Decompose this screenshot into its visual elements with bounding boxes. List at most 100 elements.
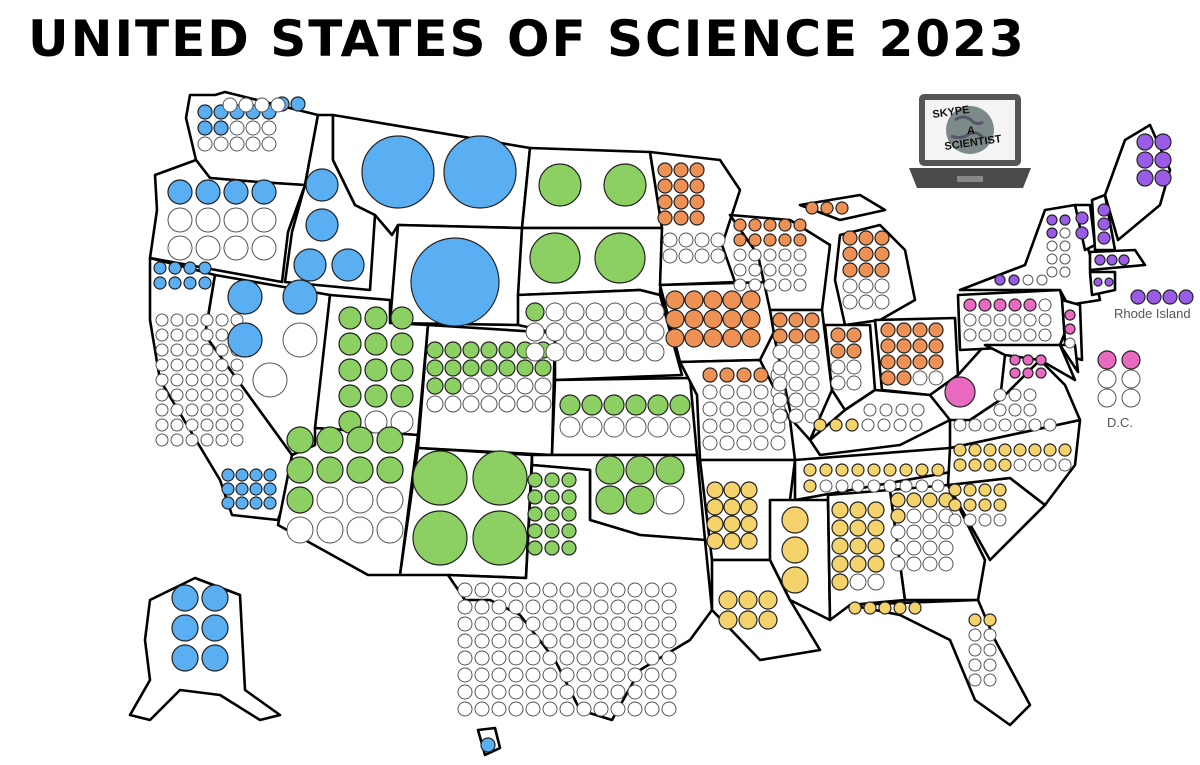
dot-texas — [491, 701, 507, 717]
dot-texas — [474, 599, 490, 615]
dot-north-carolina — [998, 443, 1012, 457]
dot-virginia — [993, 388, 1007, 402]
dot-missouri — [753, 435, 769, 451]
dot-texas — [491, 667, 507, 683]
dot-michigan — [842, 246, 858, 262]
dot-texas — [527, 506, 543, 522]
dot-tennessee — [819, 479, 833, 493]
dot-louisiana — [738, 590, 758, 610]
dot-colorado — [498, 395, 516, 413]
dot-washington — [222, 97, 238, 113]
dot-texas — [542, 616, 558, 632]
dot-minnesota — [657, 194, 673, 210]
dot-california — [155, 388, 169, 402]
dot-pennsylvania — [1038, 313, 1052, 327]
dot-nebraska — [625, 342, 645, 362]
dot-arkansas — [740, 515, 758, 533]
dot-georgia — [922, 524, 938, 540]
dot-illinois — [788, 392, 804, 408]
dot-texas — [525, 616, 541, 632]
dot-pennsylvania — [1008, 328, 1022, 342]
dot-texas — [661, 582, 677, 598]
dot-tennessee — [931, 479, 945, 493]
dot-pennsylvania — [978, 298, 992, 312]
dot-texas — [544, 540, 560, 556]
dot-washington — [197, 120, 213, 136]
dot-tennessee — [867, 463, 881, 477]
dot-minnesota — [689, 178, 705, 194]
dot-alabama — [867, 537, 885, 555]
dot-indiana — [846, 343, 862, 359]
dot-alaska — [201, 584, 229, 612]
dot-alabama — [867, 573, 885, 591]
dot-california — [230, 418, 244, 432]
dot-kansas — [559, 394, 581, 416]
dot-virginia — [1008, 403, 1022, 417]
dot-indiana — [830, 359, 846, 375]
dot-michigan — [842, 278, 858, 294]
dot-california — [215, 418, 229, 432]
dot-nevada — [282, 279, 318, 315]
dot-missouri — [702, 384, 718, 400]
dot-kentucky — [909, 418, 923, 432]
dot-wisconsin — [793, 218, 807, 232]
dot-oregon — [223, 235, 249, 261]
dot-ohio — [928, 370, 944, 386]
dot-texas — [627, 701, 643, 717]
state-maine — [1103, 123, 1172, 242]
dot-tennessee — [867, 479, 881, 493]
dot-kentucky — [829, 418, 843, 432]
dot-arizona — [376, 486, 404, 514]
dot-rhode-island — [1178, 289, 1194, 305]
dot-wisconsin — [763, 233, 777, 247]
dot-wisconsin — [778, 278, 792, 292]
dot-texas — [644, 667, 660, 683]
dot-california — [235, 496, 249, 510]
dot-colorado — [480, 377, 498, 395]
dot-utah — [390, 410, 414, 434]
dot-indiana — [830, 343, 846, 359]
dot-virginia — [1028, 418, 1042, 432]
dot-georgia — [906, 508, 922, 524]
dot-wisconsin — [778, 263, 792, 277]
dot-oklahoma — [595, 455, 625, 485]
dot-minnesota — [678, 232, 694, 248]
dot-arkansas — [706, 515, 724, 533]
dot-missouri — [719, 401, 735, 417]
dot-north-carolina — [1028, 458, 1042, 472]
dot-california — [235, 468, 249, 482]
dot-south-carolina — [993, 483, 1007, 497]
dot-illinois — [788, 328, 804, 344]
dot-kentucky — [845, 418, 859, 432]
dot-alabama — [867, 555, 885, 573]
dot-texas — [457, 701, 473, 717]
dot-texas — [508, 599, 524, 615]
dot-texas — [457, 667, 473, 683]
dot-ohio — [912, 338, 928, 354]
dot-iowa — [703, 309, 723, 329]
dot-iowa — [684, 328, 704, 348]
dot-texas — [661, 633, 677, 649]
dot-illinois — [772, 392, 788, 408]
dot-connecticut — [1104, 277, 1114, 287]
dot-new-jersey — [1064, 337, 1076, 349]
dot-vermont — [1075, 226, 1089, 240]
dot-arizona — [376, 456, 404, 484]
state-michigan — [798, 193, 917, 327]
dot-oregon — [195, 235, 221, 261]
dot-california — [230, 358, 244, 372]
dot-arkansas — [723, 532, 741, 550]
dot-texas — [593, 684, 609, 700]
dot-colorado — [480, 359, 498, 377]
dot-texas — [593, 633, 609, 649]
dot-kansas — [581, 394, 603, 416]
dot-texas — [576, 650, 592, 666]
dot-wisconsin — [733, 233, 747, 247]
dot-alabama — [849, 519, 867, 537]
dot-nebraska — [585, 342, 605, 362]
dot-nebraska — [565, 302, 585, 322]
dot-california — [263, 496, 277, 510]
dot-georgia — [906, 556, 922, 572]
dot-california — [215, 343, 229, 357]
dot-texas — [661, 684, 677, 700]
